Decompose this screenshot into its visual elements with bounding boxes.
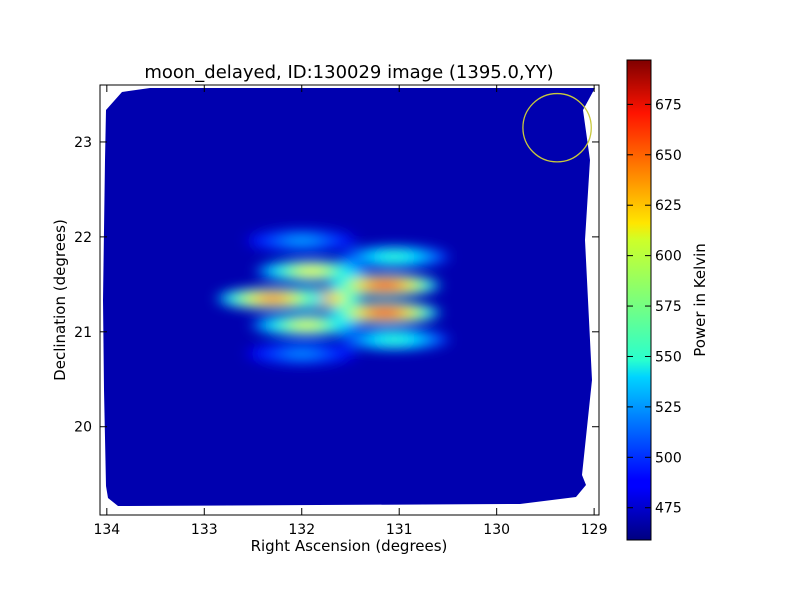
heat-contour <box>287 236 316 246</box>
heat-source-2 <box>217 287 328 310</box>
heat-contour <box>370 280 399 290</box>
heat-source-10 <box>247 342 357 365</box>
heat-contour <box>370 308 399 318</box>
heat-source-4 <box>251 314 362 337</box>
x-tick-label: 130 <box>483 522 510 538</box>
heat-source-5 <box>329 274 440 297</box>
colorbar-tick-label: 625 <box>655 198 682 214</box>
heat-contour <box>258 294 287 303</box>
colorbar-tick-label: 600 <box>655 249 682 265</box>
heat-contour <box>292 320 321 330</box>
y-tick-label: 22 <box>74 230 92 246</box>
colorbar-tick-label: 575 <box>655 299 682 315</box>
y-axis-label: Declination (degrees) <box>51 219 69 381</box>
x-tick-label: 134 <box>93 522 120 538</box>
plot-frame <box>99 84 600 516</box>
heat-contour <box>287 349 316 358</box>
heat-source-6 <box>329 301 440 324</box>
heat-contour <box>380 335 409 344</box>
colorbar-tick-label: 550 <box>655 349 682 365</box>
heat-contour <box>380 252 409 262</box>
heat-source-9 <box>247 229 357 252</box>
heat-source-3 <box>256 259 367 283</box>
chart-title: moon_delayed, ID:130029 image (1395.0,YY… <box>144 62 553 83</box>
heat-source-7 <box>339 245 450 268</box>
colorbar-tick-label: 650 <box>655 148 682 164</box>
colorbar-tick-label: 525 <box>655 400 682 416</box>
heatmap-sources <box>217 229 450 365</box>
colorbar-tick-label: 675 <box>655 97 682 113</box>
x-tick-label: 132 <box>288 522 315 538</box>
heat-contour <box>297 266 326 276</box>
colorbar-ticks: 475 500 525 550 575 600 625 650 675 <box>627 97 682 517</box>
colorbar-gradient <box>626 59 652 541</box>
x-tick-label: 133 <box>191 522 218 538</box>
y-axis: 20 21 22 23 <box>74 135 599 436</box>
colorbar-tick-label: 500 <box>655 450 682 466</box>
y-tick-label: 23 <box>74 135 92 151</box>
beam-circle <box>522 92 592 163</box>
colorbar-label: Power in Kelvin <box>691 243 709 357</box>
colorbar-tick-label: 475 <box>655 501 682 517</box>
plot-area: 134 133 132 131 130 129 20 21 22 23 <box>74 84 607 538</box>
heat-source-8 <box>339 328 450 351</box>
x-tick-label: 129 <box>581 522 608 538</box>
x-axis-label: Right Ascension (degrees) <box>251 537 448 555</box>
colorbar: 475 500 525 550 575 600 625 650 675 Power in Kel… <box>626 59 709 541</box>
x-tick-label: 131 <box>386 522 413 538</box>
y-tick-label: 20 <box>74 420 92 436</box>
y-tick-label: 21 <box>74 325 92 341</box>
x-axis: 134 133 132 131 130 129 <box>93 85 607 538</box>
